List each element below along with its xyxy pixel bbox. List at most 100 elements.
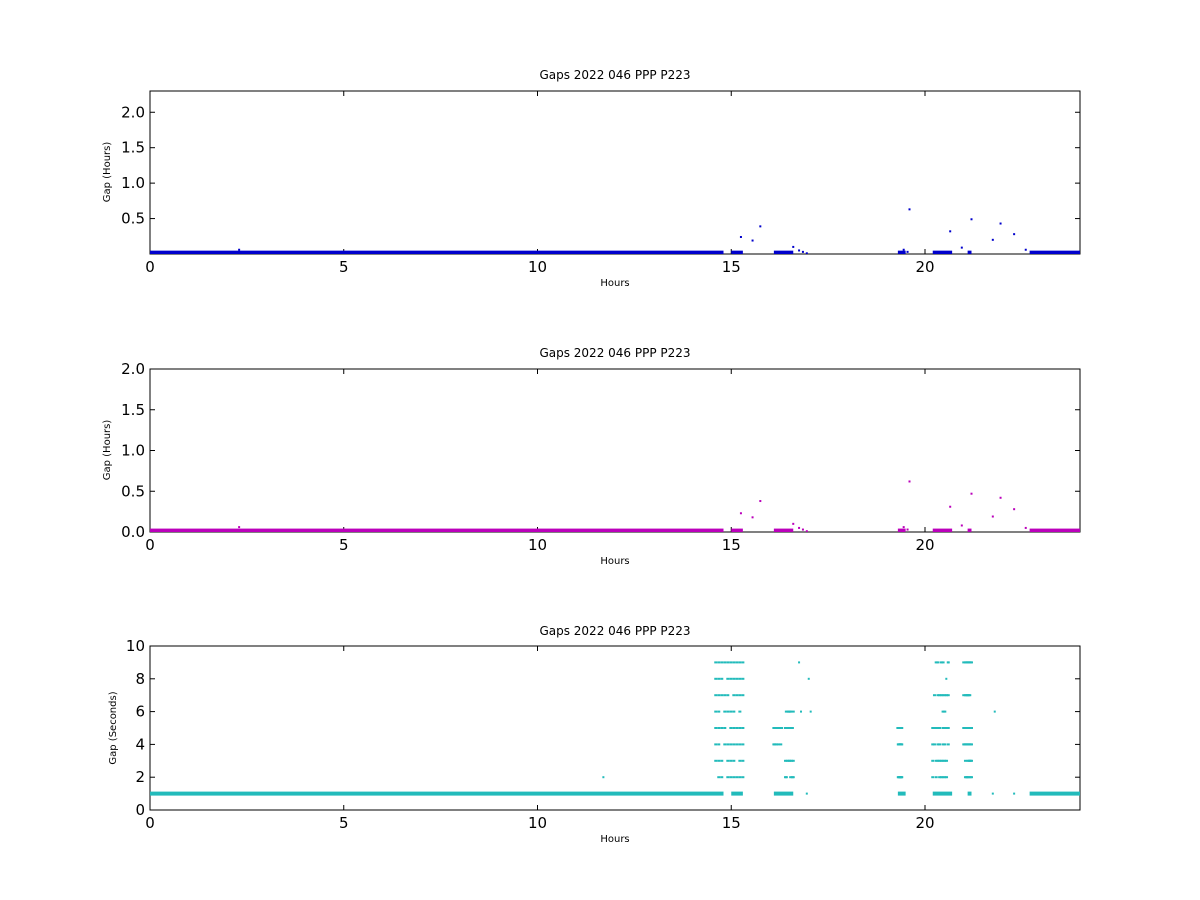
baseline-run [897,528,906,532]
data-point [947,661,950,664]
data-point [931,727,935,729]
data-point [738,743,742,746]
data-point [784,710,788,713]
y-tick-label: 4 [135,735,145,753]
x-tick-label: 5 [339,258,349,276]
data-point [714,743,718,746]
y-tick-label: 1.0 [121,442,145,460]
data-point [714,677,718,680]
data-point [934,776,938,779]
data-point [970,759,973,762]
baseline-run [731,250,743,254]
data-point [738,727,742,729]
data-point [800,710,802,713]
data-point [729,743,733,746]
data-point [932,727,936,729]
y-tick-label: 2 [135,768,145,786]
data-point [1013,233,1016,236]
data-point [729,710,733,713]
x-tick-label: 10 [528,536,547,554]
data-point [906,528,909,531]
data-point [805,530,808,532]
baseline-run [967,528,972,532]
baseline-run [731,791,743,796]
y-axis-label: Gap (Hours) [102,142,113,203]
x-axis-label: Hours [600,834,629,845]
baseline-run [1029,250,1080,254]
baseline-run [932,250,953,254]
baseline-run [150,528,724,532]
data-point [946,743,950,746]
data-point [784,776,788,779]
x-tick-label: 0 [145,536,155,554]
data-point [741,661,745,664]
data-point [999,222,1002,225]
data-point [970,661,973,664]
data-point [738,661,742,664]
data-point [941,743,945,746]
data-point [1024,248,1027,251]
data-point [714,710,718,713]
plot-frame [149,645,1081,811]
data-point [798,526,801,529]
baseline-run [897,250,906,254]
data-point [772,727,776,729]
data-point [751,516,754,519]
chart-title: Gaps 2022 046 PPP P223 [539,346,690,360]
data-point [949,505,952,508]
data-point [943,727,947,729]
x-tick-label: 10 [528,814,547,832]
data-point [962,661,966,664]
data-point [934,759,938,762]
y-tick-label: 1.5 [121,139,145,157]
data-point [717,677,721,680]
x-tick-label: 20 [915,814,934,832]
data-point [807,677,810,680]
data-point [970,727,973,729]
data-point [739,512,742,515]
y-axis-label: Gap (Seconds) [108,691,119,764]
data-point [720,776,724,779]
data-point [726,759,730,762]
data-point [729,759,733,762]
data-point [780,727,784,729]
data-point [906,250,909,253]
x-tick-label: 10 [528,258,547,276]
data-point [991,238,994,241]
data-point [993,710,996,713]
data-point [943,694,947,697]
baseline-run [773,528,794,532]
baseline-run [773,791,794,796]
data-point [791,759,795,762]
data-point [786,727,790,729]
data-point [723,727,727,729]
data-point [945,776,949,779]
data-point [735,677,739,680]
x-axis-label: Hours [600,278,629,289]
data-point [714,661,718,664]
data-point [738,694,742,697]
data-point [732,743,736,746]
plot-frame [149,368,1081,533]
baseline-run [932,528,953,532]
data-point [738,710,742,713]
data-point [946,694,950,697]
data-point [1024,526,1027,529]
data-point [798,249,801,252]
y-tick-label: 0.0 [121,523,145,541]
data-point [999,496,1002,499]
x-tick-label: 15 [722,258,741,276]
data-point [726,661,730,664]
data-point [738,759,742,762]
data-point [717,710,721,713]
data-point [941,759,945,762]
data-point [717,759,721,762]
data-point [723,694,727,697]
baseline-run [967,250,972,254]
y-tick-label: 6 [135,703,145,721]
data-point [805,792,808,795]
y-tick-label: 1.5 [121,401,145,419]
y-tick-label: 8 [135,670,145,688]
data-point [945,677,948,680]
data-point [945,694,949,697]
